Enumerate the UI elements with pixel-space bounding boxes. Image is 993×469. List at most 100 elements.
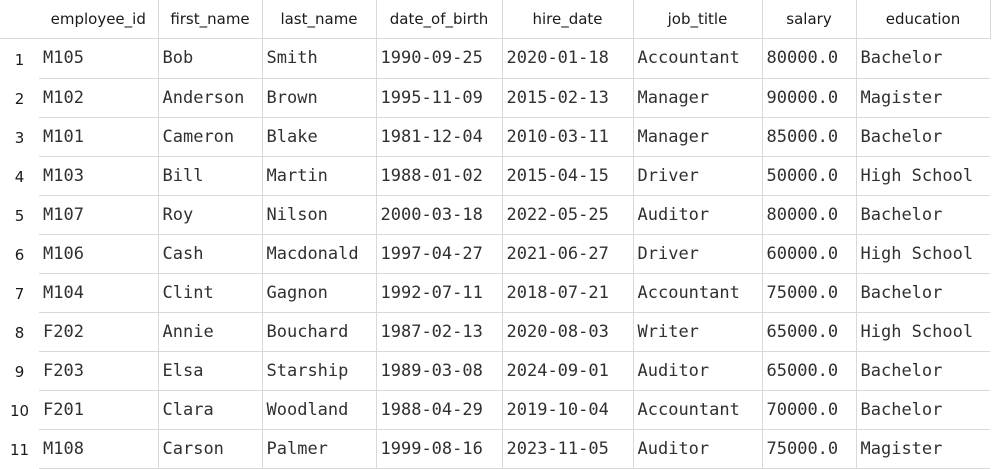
table-cell[interactable]: High School bbox=[856, 312, 990, 352]
table-cell[interactable]: Driver bbox=[633, 234, 763, 274]
table-cell[interactable]: Auditor bbox=[633, 195, 763, 235]
table-cell[interactable]: Driver bbox=[633, 156, 763, 196]
table-cell[interactable]: 65000.0 bbox=[762, 312, 857, 352]
table-cell[interactable]: M106 bbox=[39, 234, 159, 274]
table-cell[interactable]: 2023-11-05 bbox=[502, 429, 634, 469]
table-cell[interactable]: M107 bbox=[39, 195, 159, 235]
table-cell[interactable]: High School bbox=[856, 234, 990, 274]
table-cell[interactable]: 1989-03-08 bbox=[376, 351, 503, 391]
table-cell[interactable]: 85000.0 bbox=[762, 117, 857, 157]
table-cell[interactable]: Clint bbox=[158, 273, 263, 313]
table-cell[interactable]: 80000.0 bbox=[762, 38, 857, 79]
table-row[interactable]: 2 M102 Anderson Brown 1995-11-09 2015-02-13 Ma… bbox=[0, 78, 990, 118]
table-cell[interactable]: 1990-09-25 bbox=[376, 38, 503, 79]
table-row[interactable]: 3 M101 Cameron Blake 1981-12-04 2010-03-11 Man… bbox=[0, 117, 990, 157]
table-cell[interactable]: 2000-03-18 bbox=[376, 195, 503, 235]
table-row[interactable]: 9 F203 Elsa Starship 1989-03-08 2024-09-01 Aud… bbox=[0, 351, 990, 391]
column-header[interactable]: job_title bbox=[633, 0, 763, 39]
table-cell[interactable]: 2010-03-11 bbox=[502, 117, 634, 157]
table-cell[interactable]: Bachelor bbox=[856, 351, 990, 391]
table-cell[interactable]: M102 bbox=[39, 78, 159, 118]
table-cell[interactable]: Accountant bbox=[633, 390, 763, 430]
table-cell[interactable]: 70000.0 bbox=[762, 390, 857, 430]
table-cell[interactable]: 2022-05-25 bbox=[502, 195, 634, 235]
table-cell[interactable]: 50000.0 bbox=[762, 156, 857, 196]
table-cell[interactable]: 2024-09-01 bbox=[502, 351, 634, 391]
table-cell[interactable]: Bachelor bbox=[856, 390, 990, 430]
table-cell[interactable]: Clara bbox=[158, 390, 263, 430]
table-cell[interactable]: 1999-08-16 bbox=[376, 429, 503, 469]
table-cell[interactable]: 2015-04-15 bbox=[502, 156, 634, 196]
table-cell[interactable]: 1988-01-02 bbox=[376, 156, 503, 196]
table-cell[interactable]: M105 bbox=[39, 38, 159, 79]
table-cell[interactable]: 60000.0 bbox=[762, 234, 857, 274]
table-cell[interactable]: M101 bbox=[39, 117, 159, 157]
table-cell[interactable]: Auditor bbox=[633, 429, 763, 469]
table-cell[interactable]: Blake bbox=[262, 117, 377, 157]
table-cell[interactable]: 1981-12-04 bbox=[376, 117, 503, 157]
table-cell[interactable]: Gagnon bbox=[262, 273, 377, 313]
table-cell[interactable]: M103 bbox=[39, 156, 159, 196]
table-cell[interactable]: Bill bbox=[158, 156, 263, 196]
table-row[interactable]: 7 M104 Clint Gagnon 1992-07-11 2018-07-21 Acco… bbox=[0, 273, 990, 313]
table-cell[interactable]: 80000.0 bbox=[762, 195, 857, 235]
table-cell[interactable]: Bachelor bbox=[856, 195, 990, 235]
table-cell[interactable]: M104 bbox=[39, 273, 159, 313]
table-cell[interactable]: F203 bbox=[39, 351, 159, 391]
column-header[interactable]: hire_date bbox=[502, 0, 634, 39]
table-cell[interactable]: Carson bbox=[158, 429, 263, 469]
table-cell[interactable]: Magister bbox=[856, 78, 990, 118]
table-cell[interactable]: 2020-01-18 bbox=[502, 38, 634, 79]
table-cell[interactable]: Bachelor bbox=[856, 273, 990, 313]
table-cell[interactable]: 2015-02-13 bbox=[502, 78, 634, 118]
table-cell[interactable]: Cash bbox=[158, 234, 263, 274]
column-header[interactable]: education bbox=[856, 0, 991, 39]
table-cell[interactable]: 75000.0 bbox=[762, 429, 857, 469]
table-cell[interactable]: Auditor bbox=[633, 351, 763, 391]
table-row[interactable]: 10 F201 Clara Woodland 1988-04-29 2019-10-04 A… bbox=[0, 390, 990, 430]
table-cell[interactable]: F201 bbox=[39, 390, 159, 430]
table-cell[interactable]: Annie bbox=[158, 312, 263, 352]
column-header[interactable]: first_name bbox=[158, 0, 263, 39]
table-cell[interactable]: 2019-10-04 bbox=[502, 390, 634, 430]
table-cell[interactable]: 1992-07-11 bbox=[376, 273, 503, 313]
table-cell[interactable]: Woodland bbox=[262, 390, 377, 430]
table-cell[interactable]: M108 bbox=[39, 429, 159, 469]
table-cell[interactable]: Magister bbox=[856, 429, 990, 469]
table-row[interactable]: 1 M105 Bob Smith 1990-09-25 2020-01-18 Account… bbox=[0, 38, 990, 79]
table-cell[interactable]: Bachelor bbox=[856, 117, 990, 157]
table-cell[interactable]: 2018-07-21 bbox=[502, 273, 634, 313]
table-cell[interactable]: 1987-02-13 bbox=[376, 312, 503, 352]
table-cell[interactable]: Manager bbox=[633, 78, 763, 118]
table-cell[interactable]: 1995-11-09 bbox=[376, 78, 503, 118]
table-cell[interactable]: Manager bbox=[633, 117, 763, 157]
column-header[interactable]: date_of_birth bbox=[376, 0, 503, 39]
table-cell[interactable]: Palmer bbox=[262, 429, 377, 469]
table-cell[interactable]: 1988-04-29 bbox=[376, 390, 503, 430]
table-cell[interactable]: Writer bbox=[633, 312, 763, 352]
table-cell[interactable]: 90000.0 bbox=[762, 78, 857, 118]
column-header[interactable]: salary bbox=[762, 0, 857, 39]
table-cell[interactable]: 1997-04-27 bbox=[376, 234, 503, 274]
table-cell[interactable]: Bachelor bbox=[856, 38, 990, 79]
table-row[interactable]: 4 M103 Bill Martin 1988-01-02 2015-04-15 Drive… bbox=[0, 156, 990, 196]
table-cell[interactable]: F202 bbox=[39, 312, 159, 352]
table-cell[interactable]: 2021-06-27 bbox=[502, 234, 634, 274]
table-cell[interactable]: Anderson bbox=[158, 78, 263, 118]
table-cell[interactable]: Smith bbox=[262, 38, 377, 79]
table-row[interactable]: 8 F202 Annie Bouchard 1987-02-13 2020-08-03 Wr… bbox=[0, 312, 990, 352]
table-cell[interactable]: Brown bbox=[262, 78, 377, 118]
table-cell[interactable]: Cameron bbox=[158, 117, 263, 157]
table-cell[interactable]: Elsa bbox=[158, 351, 263, 391]
column-header[interactable]: last_name bbox=[262, 0, 377, 39]
table-row[interactable]: 11 M108 Carson Palmer 1999-08-16 2023-11-05 Au… bbox=[0, 429, 990, 469]
table-cell[interactable]: Martin bbox=[262, 156, 377, 196]
table-cell[interactable]: 65000.0 bbox=[762, 351, 857, 391]
column-header[interactable]: employee_id bbox=[39, 0, 159, 39]
table-cell[interactable]: Bob bbox=[158, 38, 263, 79]
table-cell[interactable]: Nilson bbox=[262, 195, 377, 235]
table-cell[interactable]: Roy bbox=[158, 195, 263, 235]
table-cell[interactable]: Accountant bbox=[633, 273, 763, 313]
table-cell[interactable]: 75000.0 bbox=[762, 273, 857, 313]
table-cell[interactable]: High School bbox=[856, 156, 990, 196]
